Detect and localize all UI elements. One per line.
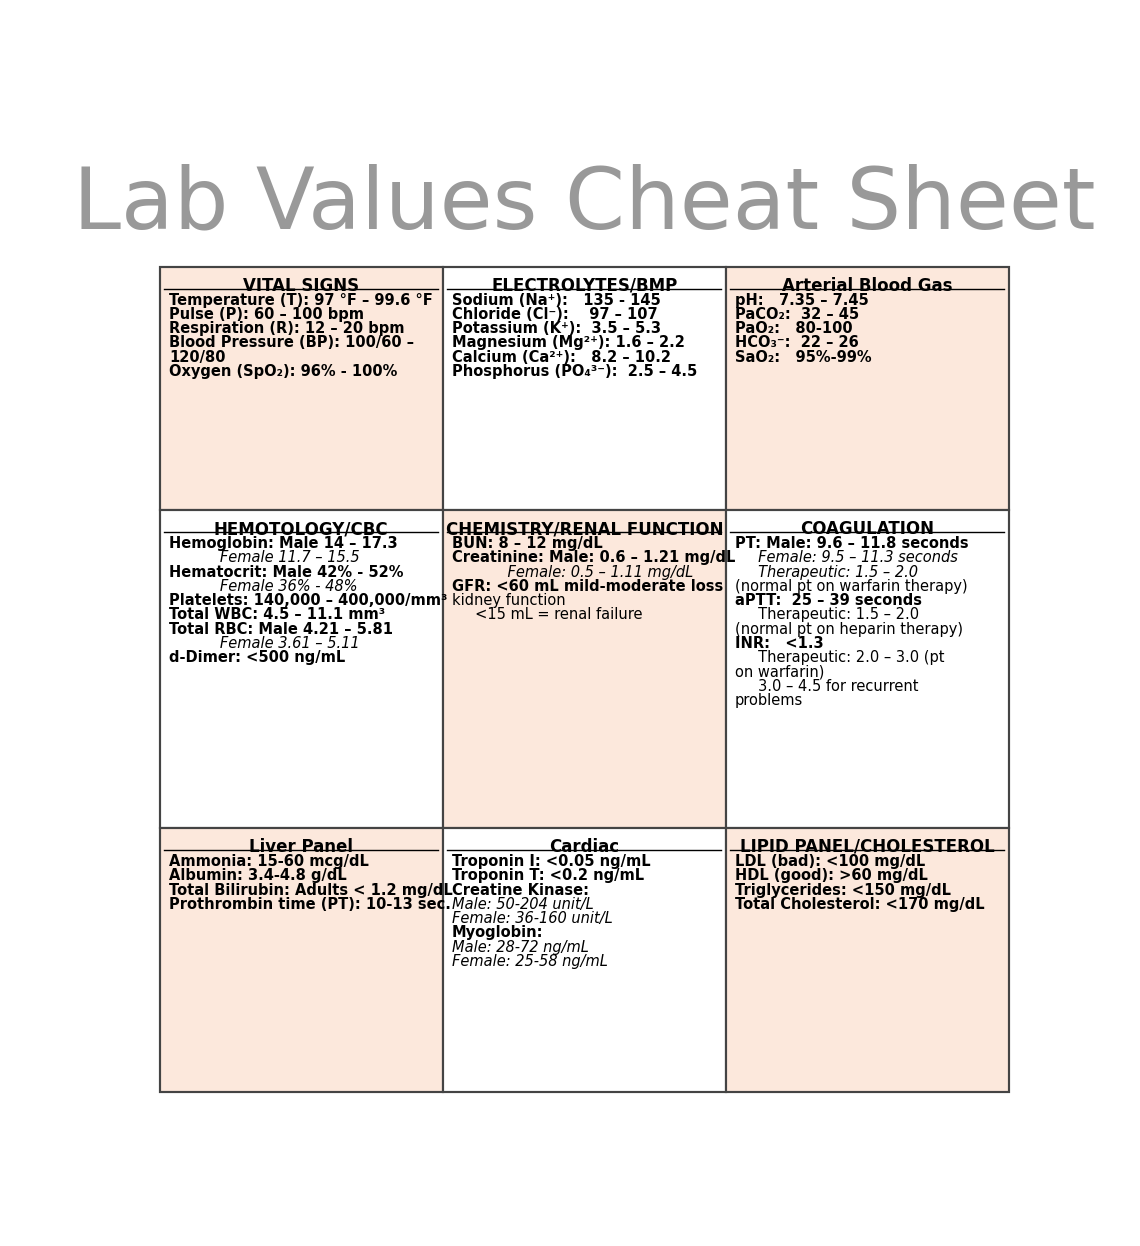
Text: kidney function: kidney function (451, 593, 565, 608)
Bar (160, 827, 442, 1091)
Text: Magnesium (Mg²⁺): 1.6 – 2.2: Magnesium (Mg²⁺): 1.6 – 2.2 (451, 335, 685, 350)
Text: Therapeutic: 1.5 – 2.0: Therapeutic: 1.5 – 2.0 (735, 564, 918, 579)
Text: Calcium (Ca²⁺):   8.2 – 10.2: Calcium (Ca²⁺): 8.2 – 10.2 (451, 350, 671, 365)
Text: Total Cholesterol: <170 mg/dL: Total Cholesterol: <170 mg/dL (735, 897, 985, 912)
Text: Female: 25-58 ng/mL: Female: 25-58 ng/mL (451, 953, 608, 968)
Text: Cardiac: Cardiac (549, 837, 619, 856)
Text: Hemoglobin: Male 14 – 17.3: Hemoglobin: Male 14 – 17.3 (169, 536, 398, 551)
Bar (442, 827, 726, 1091)
Text: PT: Male: 9.6 – 11.8 seconds: PT: Male: 9.6 – 11.8 seconds (735, 536, 969, 551)
Text: d-Dimer: <500 ng/mL: d-Dimer: <500 ng/mL (169, 650, 345, 665)
Bar (726, 267, 1009, 510)
Text: Creatine Kinase:: Creatine Kinase: (451, 882, 589, 897)
Text: Therapeutic: 1.5 – 2.0: Therapeutic: 1.5 – 2.0 (735, 608, 919, 623)
Text: 120/80: 120/80 (169, 350, 226, 365)
Text: PaO₂:   80-100: PaO₂: 80-100 (735, 321, 853, 336)
Bar (160, 267, 1009, 1091)
Text: Phosphorus (PO₄³⁻):  2.5 – 4.5: Phosphorus (PO₄³⁻): 2.5 – 4.5 (451, 364, 698, 379)
Text: Male: 28-72 ng/mL: Male: 28-72 ng/mL (451, 939, 589, 954)
Text: HDL (good): >60 mg/dL: HDL (good): >60 mg/dL (735, 868, 928, 883)
Text: Female: 36-160 unit/L: Female: 36-160 unit/L (451, 911, 612, 926)
Text: 3.0 – 4.5 for recurrent: 3.0 – 4.5 for recurrent (735, 679, 919, 694)
Text: COAGULATION: COAGULATION (800, 520, 935, 538)
Text: Male: 50-204 unit/L: Male: 50-204 unit/L (451, 897, 594, 912)
Text: Female: 9.5 – 11.3 seconds: Female: 9.5 – 11.3 seconds (735, 551, 958, 566)
Text: Temperature (T): 97 °F – 99.6 °F: Temperature (T): 97 °F – 99.6 °F (169, 293, 432, 308)
Bar (442, 267, 726, 510)
Text: LIPID PANEL/CHOLESTEROL: LIPID PANEL/CHOLESTEROL (740, 837, 995, 856)
Text: Sodium (Na⁺):   135 - 145: Sodium (Na⁺): 135 - 145 (451, 293, 661, 308)
Bar (726, 510, 1009, 827)
Text: aPTT:  25 – 39 seconds: aPTT: 25 – 39 seconds (735, 593, 922, 608)
Text: Troponin I: <0.05 ng/mL: Troponin I: <0.05 ng/mL (451, 854, 651, 868)
Text: Albumin: 3.4-4.8 g/dL: Albumin: 3.4-4.8 g/dL (169, 868, 347, 883)
Text: Oxygen (SpO₂): 96% - 100%: Oxygen (SpO₂): 96% - 100% (169, 364, 397, 379)
Text: Respiration (R): 12 – 20 bpm: Respiration (R): 12 – 20 bpm (169, 321, 405, 336)
Text: Potassium (K⁺):  3.5 – 5.3: Potassium (K⁺): 3.5 – 5.3 (451, 321, 661, 336)
Text: Triglycerides: <150 mg/dL: Triglycerides: <150 mg/dL (735, 882, 951, 897)
Text: (normal pt on heparin therapy): (normal pt on heparin therapy) (735, 622, 963, 637)
Text: Lab Values Cheat Sheet: Lab Values Cheat Sheet (73, 163, 1096, 247)
Text: <15 mL = renal failure: <15 mL = renal failure (451, 608, 643, 623)
Text: Total RBC: Male 4.21 – 5.81: Total RBC: Male 4.21 – 5.81 (169, 622, 393, 637)
Bar (160, 267, 442, 510)
Text: LDL (bad): <100 mg/dL: LDL (bad): <100 mg/dL (735, 854, 926, 868)
Text: Myoglobin:: Myoglobin: (451, 926, 544, 941)
Text: INR:   <1.3: INR: <1.3 (735, 635, 824, 650)
Bar (442, 510, 726, 827)
Text: VITAL SIGNS: VITAL SIGNS (243, 277, 359, 294)
Text: Total Bilirubin: Adults < 1.2 mg/dL: Total Bilirubin: Adults < 1.2 mg/dL (169, 882, 453, 897)
Text: ELECTROLYTES/BMP: ELECTROLYTES/BMP (491, 277, 677, 294)
Text: Therapeutic: 2.0 – 3.0 (pt: Therapeutic: 2.0 – 3.0 (pt (735, 650, 945, 665)
Text: Total WBC: 4.5 – 11.1 mm³: Total WBC: 4.5 – 11.1 mm³ (169, 608, 385, 623)
Text: Hematocrit: Male 42% - 52%: Hematocrit: Male 42% - 52% (169, 564, 404, 579)
Text: Troponin T: <0.2 ng/mL: Troponin T: <0.2 ng/mL (451, 868, 644, 883)
Text: Female 11.7 – 15.5: Female 11.7 – 15.5 (169, 551, 359, 566)
Text: Female: 0.5 – 1.11 mg/dL: Female: 0.5 – 1.11 mg/dL (451, 564, 693, 579)
Text: PaCO₂:  32 – 45: PaCO₂: 32 – 45 (735, 307, 860, 321)
Text: Prothrombin time (PT): 10-13 sec.: Prothrombin time (PT): 10-13 sec. (169, 897, 450, 912)
Text: Blood Pressure (BP): 100/60 –: Blood Pressure (BP): 100/60 – (169, 335, 414, 350)
Bar (726, 827, 1009, 1091)
Text: BUN: 8 – 12 mg/dL: BUN: 8 – 12 mg/dL (451, 536, 603, 551)
Text: on warfarin): on warfarin) (735, 664, 824, 679)
Text: SaO₂:   95%-99%: SaO₂: 95%-99% (735, 350, 872, 365)
Text: Arterial Blood Gas: Arterial Blood Gas (782, 277, 953, 294)
Text: Female 3.61 – 5.11: Female 3.61 – 5.11 (169, 635, 359, 650)
Text: GFR: <60 mL mild-moderate loss: GFR: <60 mL mild-moderate loss (451, 579, 723, 594)
Text: Chloride (Cl⁻):    97 – 107: Chloride (Cl⁻): 97 – 107 (451, 307, 658, 321)
Text: Female 36% - 48%: Female 36% - 48% (169, 579, 357, 594)
Text: Ammonia: 15-60 mcg/dL: Ammonia: 15-60 mcg/dL (169, 854, 368, 868)
Text: problems: problems (735, 693, 804, 708)
Text: pH:   7.35 – 7.45: pH: 7.35 – 7.45 (735, 293, 869, 308)
Text: HEMOTOLOGY/CBC: HEMOTOLOGY/CBC (214, 520, 389, 538)
Text: CHEMISTRY/RENAL FUNCTION: CHEMISTRY/RENAL FUNCTION (446, 520, 723, 538)
Text: Platelets: 140,000 – 400,000/mm³: Platelets: 140,000 – 400,000/mm³ (169, 593, 447, 608)
Bar (160, 510, 442, 827)
Text: (normal pt on warfarin therapy): (normal pt on warfarin therapy) (735, 579, 968, 594)
Text: Pulse (P): 60 – 100 bpm: Pulse (P): 60 – 100 bpm (169, 307, 364, 321)
Text: Creatinine: Male: 0.6 – 1.21 mg/dL: Creatinine: Male: 0.6 – 1.21 mg/dL (451, 551, 735, 566)
Text: Liver Panel: Liver Panel (250, 837, 353, 856)
Text: HCO₃⁻:  22 – 26: HCO₃⁻: 22 – 26 (735, 335, 858, 350)
